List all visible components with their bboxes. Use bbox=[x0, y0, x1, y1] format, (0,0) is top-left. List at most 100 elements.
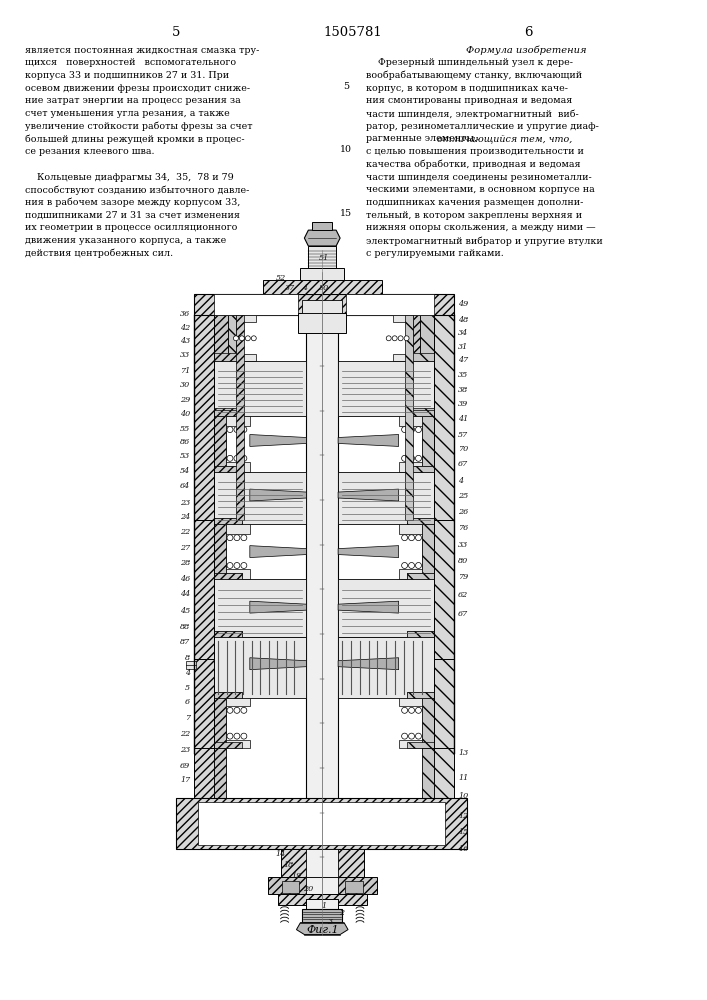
Bar bbox=[281, 881, 300, 893]
Circle shape bbox=[402, 707, 407, 713]
Text: 87: 87 bbox=[180, 638, 190, 646]
Text: 57: 57 bbox=[458, 431, 469, 439]
Bar bbox=[434, 748, 454, 798]
Text: 71: 71 bbox=[180, 367, 190, 375]
Text: 10: 10 bbox=[340, 145, 352, 154]
Bar bbox=[312, 222, 332, 230]
Text: 11: 11 bbox=[458, 774, 469, 782]
Circle shape bbox=[227, 707, 233, 713]
Text: подшипниками 27 и 31 за счет изменения: подшипниками 27 и 31 за счет изменения bbox=[25, 211, 240, 220]
Bar bbox=[407, 518, 434, 524]
Text: 12: 12 bbox=[458, 812, 469, 820]
Circle shape bbox=[241, 707, 247, 713]
Text: 76: 76 bbox=[458, 524, 469, 532]
Polygon shape bbox=[250, 435, 306, 446]
Text: 14: 14 bbox=[276, 850, 286, 858]
Polygon shape bbox=[338, 658, 399, 670]
Text: их геометрии в процессе осилляционного: их геометрии в процессе осилляционного bbox=[25, 223, 237, 232]
Bar bbox=[194, 520, 214, 659]
Text: 86: 86 bbox=[180, 438, 190, 446]
Text: 4: 4 bbox=[302, 284, 307, 292]
Bar bbox=[407, 692, 434, 698]
Text: 49: 49 bbox=[458, 300, 469, 308]
Text: 47: 47 bbox=[458, 356, 469, 364]
Text: 19: 19 bbox=[291, 872, 302, 880]
Text: ние затрат энергии на процесс резания за: ние затрат энергии на процесс резания за bbox=[25, 96, 240, 105]
Text: 5: 5 bbox=[173, 26, 180, 39]
Text: способствуют созданию избыточного давле-: способствуют созданию избыточного давле- bbox=[25, 185, 249, 195]
Circle shape bbox=[227, 563, 233, 568]
Bar bbox=[423, 524, 434, 579]
Text: электромагнитный вибратор и упругие втулки: электромагнитный вибратор и упругие втул… bbox=[366, 236, 602, 246]
Text: подшипниках качения размещен дополни-: подшипниках качения размещен дополни- bbox=[366, 198, 583, 207]
Text: 55: 55 bbox=[180, 425, 190, 433]
Bar bbox=[346, 294, 434, 315]
Text: 6: 6 bbox=[525, 26, 533, 39]
Bar bbox=[226, 416, 250, 426]
Text: 23: 23 bbox=[180, 746, 190, 754]
Circle shape bbox=[433, 806, 441, 814]
Text: 41: 41 bbox=[458, 415, 469, 423]
Polygon shape bbox=[250, 489, 306, 501]
Bar bbox=[214, 466, 242, 472]
Circle shape bbox=[402, 563, 407, 568]
Text: 44: 44 bbox=[180, 590, 190, 598]
Polygon shape bbox=[338, 489, 399, 501]
Bar bbox=[306, 315, 338, 859]
Text: 1: 1 bbox=[322, 902, 327, 910]
Bar bbox=[407, 631, 434, 637]
Bar bbox=[338, 361, 434, 416]
Text: 80: 80 bbox=[458, 557, 469, 565]
Bar bbox=[226, 740, 250, 748]
Circle shape bbox=[416, 427, 421, 433]
Bar bbox=[423, 416, 434, 472]
Text: щихся   поверхностей   вспомогательного: щихся поверхностей вспомогательного bbox=[25, 58, 235, 67]
Text: 50: 50 bbox=[319, 284, 329, 292]
Bar bbox=[214, 579, 306, 637]
Bar bbox=[214, 637, 306, 698]
Circle shape bbox=[409, 563, 414, 568]
Bar bbox=[407, 466, 434, 472]
Text: корпус, в котором в подшипниках каче-: корпус, в котором в подшипниках каче- bbox=[366, 84, 568, 93]
Bar bbox=[434, 315, 454, 520]
Circle shape bbox=[402, 535, 407, 541]
Circle shape bbox=[234, 733, 240, 739]
Circle shape bbox=[202, 806, 210, 814]
Bar bbox=[214, 294, 298, 315]
Text: 37: 37 bbox=[286, 284, 296, 292]
Text: 18: 18 bbox=[284, 861, 293, 869]
Text: вообрабатывающему станку, включающий: вообрабатывающему станку, включающий bbox=[366, 71, 582, 80]
Circle shape bbox=[222, 806, 230, 814]
Bar bbox=[399, 416, 423, 426]
Bar bbox=[214, 408, 242, 416]
Bar bbox=[214, 518, 242, 524]
Bar bbox=[407, 631, 434, 637]
Circle shape bbox=[241, 427, 247, 433]
Text: 34: 34 bbox=[458, 329, 469, 337]
Bar bbox=[407, 408, 434, 416]
Circle shape bbox=[409, 733, 414, 739]
Circle shape bbox=[212, 806, 220, 814]
Bar bbox=[214, 748, 226, 798]
Bar bbox=[421, 315, 434, 361]
Bar bbox=[345, 881, 363, 893]
Circle shape bbox=[241, 455, 247, 461]
Circle shape bbox=[402, 733, 407, 739]
Text: 33: 33 bbox=[458, 541, 469, 549]
Polygon shape bbox=[338, 601, 399, 613]
Text: 15: 15 bbox=[458, 828, 469, 836]
Bar bbox=[214, 692, 242, 698]
Bar bbox=[214, 631, 242, 637]
Circle shape bbox=[416, 707, 421, 713]
Bar bbox=[412, 315, 421, 361]
Polygon shape bbox=[250, 601, 306, 613]
Bar bbox=[236, 315, 244, 520]
Text: с целью повышения производительности и: с целью повышения производительности и bbox=[366, 147, 584, 156]
Bar bbox=[177, 798, 467, 849]
Bar bbox=[214, 524, 226, 579]
Circle shape bbox=[234, 707, 240, 713]
Bar bbox=[226, 569, 250, 579]
Bar bbox=[214, 742, 242, 748]
Text: рагменные элементы,: рагменные элементы, bbox=[366, 134, 480, 143]
Text: действия центробежных сил.: действия центробежных сил. bbox=[25, 249, 173, 258]
